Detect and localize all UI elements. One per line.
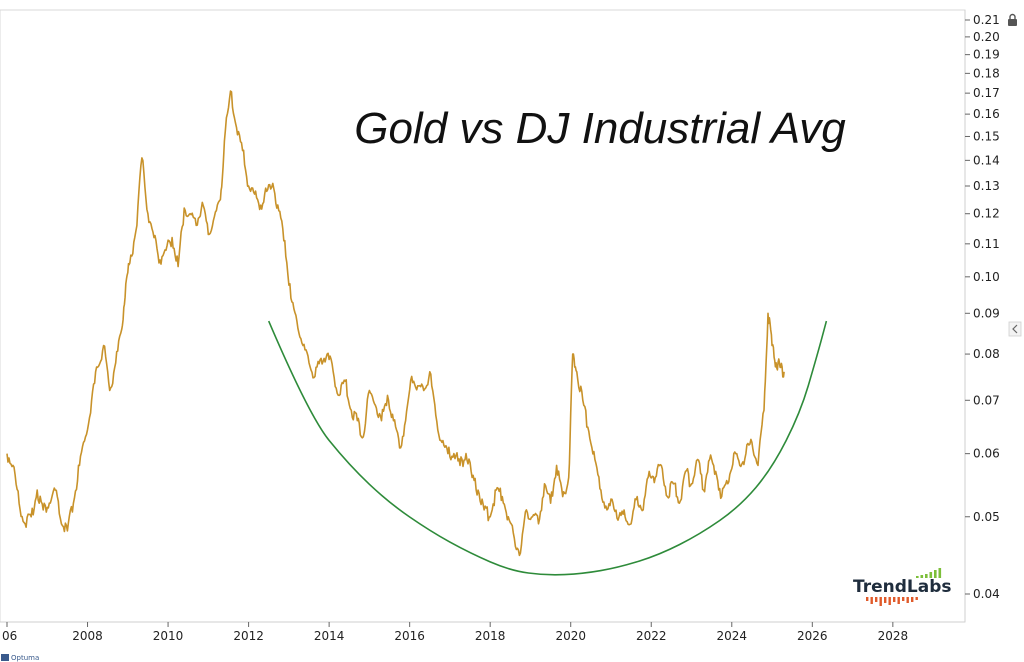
y-tick-label: 0.16 bbox=[973, 107, 1000, 121]
optuma-logo-icon bbox=[1, 654, 9, 661]
logo-bar bbox=[916, 576, 919, 578]
x-tick-label: 2012 bbox=[233, 629, 264, 643]
gold-djia-ratio-line bbox=[6, 90, 785, 557]
x-tick-label: 2028 bbox=[878, 629, 909, 643]
series-layer bbox=[6, 90, 785, 557]
y-tick-label: 0.07 bbox=[973, 393, 1000, 407]
logo-bar bbox=[911, 597, 914, 602]
x-tick-label: 2008 bbox=[72, 629, 103, 643]
x-tick-label: 2022 bbox=[636, 629, 667, 643]
y-tick-label: 0.19 bbox=[973, 48, 1000, 62]
x-tick-label: 06 bbox=[2, 629, 17, 643]
optuma-footer: Optuma bbox=[1, 654, 39, 662]
logo-bar bbox=[906, 597, 909, 603]
rounding-bottom-arc bbox=[267, 320, 828, 576]
y-tick-label: 0.18 bbox=[973, 66, 1000, 80]
trendlabs-logo: TrendLabs bbox=[853, 568, 952, 606]
logo-bar bbox=[929, 572, 933, 578]
y-tick-label: 0.10 bbox=[973, 270, 1000, 284]
x-tick-label: 2024 bbox=[717, 629, 748, 643]
logo-bar bbox=[920, 575, 924, 578]
x-tick-label: 2026 bbox=[797, 629, 828, 643]
x-tick-label: 2014 bbox=[314, 629, 345, 643]
y-tick-label: 0.17 bbox=[973, 86, 1000, 100]
logo-bars-top-icon bbox=[916, 568, 942, 578]
y-tick-label: 0.14 bbox=[973, 153, 1000, 167]
logo-bar bbox=[884, 597, 887, 603]
x-tick-label: 2010 bbox=[153, 629, 184, 643]
y-tick-label: 0.09 bbox=[973, 306, 1000, 320]
plot-frame bbox=[0, 9, 966, 623]
x-tick-label: 2020 bbox=[555, 629, 586, 643]
y-tick-label: 0.12 bbox=[973, 207, 1000, 221]
y-tick-label: 0.15 bbox=[973, 129, 1000, 143]
y-axis-ticks: 0.21 0.20 0.19 0.18 0.17 0.16 0.15 0.14 0.13 0.12… bbox=[965, 13, 1000, 601]
x-tick-label: 2018 bbox=[475, 629, 506, 643]
logo-bar bbox=[888, 597, 891, 605]
logo-bar bbox=[879, 597, 882, 606]
y-tick-label: 0.11 bbox=[973, 237, 1000, 251]
chart-title: Gold vs DJ Industrial Avg bbox=[354, 104, 846, 153]
y-tick-label: 0.20 bbox=[973, 30, 1000, 44]
bowl-annotation bbox=[267, 320, 828, 576]
y-tick-label: 0.05 bbox=[973, 510, 1000, 524]
logo-bar bbox=[866, 597, 869, 601]
y-tick-label: 0.08 bbox=[973, 347, 1000, 361]
y-tick-label: 0.13 bbox=[973, 179, 1000, 193]
y-tick-label: 0.21 bbox=[973, 13, 1000, 27]
logo-bars-bottom-icon bbox=[866, 597, 918, 606]
collapse-panel-icon[interactable] bbox=[1008, 321, 1022, 337]
y-tick-label: 0.04 bbox=[973, 587, 1000, 601]
logo-bar bbox=[897, 597, 900, 604]
x-tick-label: 2016 bbox=[394, 629, 425, 643]
logo-bar bbox=[902, 597, 905, 601]
lock-icon[interactable] bbox=[1008, 13, 1017, 27]
x-axis-ticks: 06 2008 2010 2012 2014 2016 2018 2020 2022 2024 20… bbox=[2, 622, 908, 643]
logo-bar bbox=[875, 597, 878, 602]
logo-bar bbox=[925, 574, 928, 578]
logo-text: TrendLabs bbox=[853, 577, 952, 597]
logo-bar bbox=[915, 597, 918, 600]
logo-bar bbox=[934, 570, 937, 578]
logo-bar bbox=[893, 597, 896, 602]
y-tick-label: 0.06 bbox=[973, 447, 1000, 461]
logo-bar bbox=[938, 568, 942, 578]
logo-bar bbox=[870, 597, 873, 604]
footer-text: Optuma bbox=[11, 654, 39, 662]
